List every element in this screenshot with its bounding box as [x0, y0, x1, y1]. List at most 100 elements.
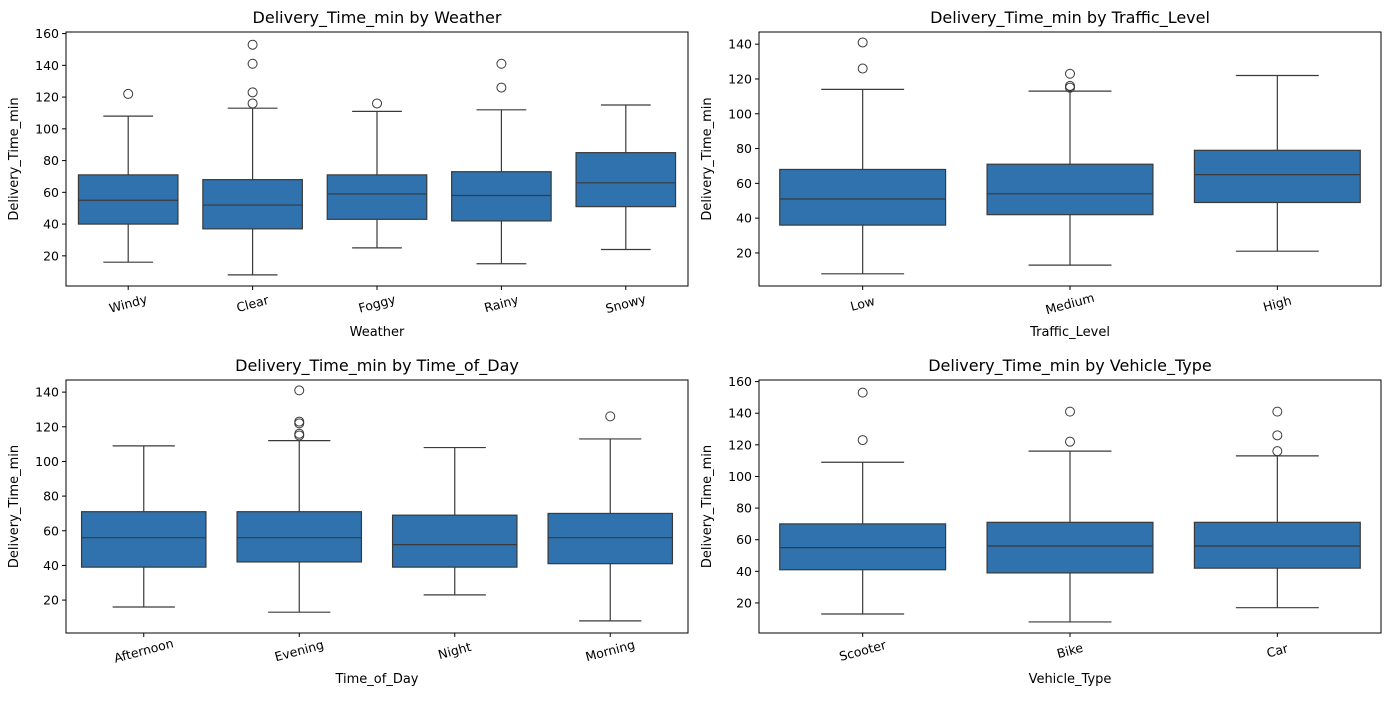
x-tick-label: Scooter — [837, 637, 888, 664]
x-tick-label: Windy — [107, 291, 149, 316]
outlier-point — [294, 385, 305, 396]
y-axis-label: Delivery_Time_min — [7, 445, 22, 568]
x-tick-label: Night — [436, 639, 472, 662]
plot-frame — [758, 379, 1382, 634]
y-tick-label: 80 — [43, 153, 59, 168]
x-tick-label: Afternoon — [112, 635, 175, 665]
y-tick-label: 140 — [728, 406, 752, 421]
box-rainy — [451, 171, 552, 222]
y-tick-label: 60 — [43, 185, 59, 200]
outlier-point — [372, 98, 382, 109]
box-medium — [986, 163, 1154, 216]
x-tick-label: Evening — [273, 637, 325, 664]
x-axis-label: Vehicle_Type — [1029, 672, 1112, 687]
outlier-point — [857, 435, 868, 446]
y-tick-label: 20 — [43, 248, 59, 263]
y-tick-label: 100 — [35, 121, 59, 136]
y-tick-label: 60 — [736, 176, 752, 191]
y-tick-label: 100 — [35, 454, 59, 469]
outlier-point — [1272, 446, 1283, 457]
outlier-point — [247, 58, 258, 69]
box-night — [391, 514, 518, 568]
outlier-point — [294, 428, 305, 439]
outlier-point — [1272, 430, 1283, 441]
outlier-point — [294, 416, 305, 427]
y-tick-label: 40 — [736, 564, 752, 579]
x-axis-label: Traffic_Level — [1029, 325, 1110, 340]
x-tick-label: Medium — [1044, 290, 1096, 317]
y-tick-label: 40 — [736, 211, 752, 226]
y-tick-label: 160 — [728, 374, 752, 389]
box-snowy — [575, 152, 677, 208]
outlier-point — [857, 63, 868, 74]
y-tick-label: 40 — [43, 217, 59, 232]
x-tick-label: High — [1261, 293, 1293, 315]
outlier-point — [123, 88, 134, 99]
box-bike — [986, 521, 1154, 574]
x-tick-label: Low — [849, 293, 877, 314]
outlier-point — [1065, 406, 1075, 417]
y-tick-label: 60 — [736, 532, 752, 547]
x-axis-label: Weather — [350, 325, 405, 340]
box-foggy — [326, 174, 428, 220]
outlier-point — [857, 37, 868, 48]
y-tick-label: 60 — [43, 523, 59, 538]
x-tick-label: Rainy — [482, 292, 520, 316]
y-tick-label: 80 — [43, 489, 59, 504]
x-tick-label: Car — [1265, 640, 1291, 660]
chart-title: Delivery_Time_min by Time_of_Day — [235, 356, 519, 376]
x-axis-label: Time_of_Day — [334, 672, 418, 687]
plot-frame — [758, 31, 1382, 287]
y-tick-label: 120 — [35, 419, 59, 434]
y-tick-label: 100 — [728, 469, 752, 484]
outlier-point — [857, 387, 868, 398]
box-low — [779, 168, 947, 226]
plot-frame — [65, 31, 689, 287]
y-tick-label: 20 — [736, 595, 752, 610]
y-axis-label: Delivery_Time_min — [700, 445, 715, 568]
plot-frame — [65, 379, 689, 634]
box-scooter — [779, 523, 947, 571]
outlier-point — [247, 39, 258, 50]
box-car — [1193, 521, 1361, 569]
box-clear — [202, 179, 303, 230]
y-tick-label: 40 — [43, 558, 59, 573]
y-tick-label: 140 — [35, 385, 59, 400]
outlier-point — [496, 58, 507, 69]
y-tick-label: 80 — [736, 141, 752, 156]
box-afternoon — [80, 511, 207, 568]
x-tick-label: Clear — [235, 292, 271, 315]
y-tick-label: 20 — [43, 593, 59, 608]
outlier-point — [247, 98, 258, 109]
y-tick-label: 20 — [736, 245, 752, 260]
outlier-point — [496, 82, 507, 93]
y-axis-label: Delivery_Time_min — [700, 97, 715, 220]
y-tick-label: 140 — [728, 37, 752, 52]
outlier-point — [605, 411, 616, 422]
outlier-point — [1065, 68, 1075, 79]
box-morning — [547, 512, 674, 565]
y-tick-label: 120 — [728, 71, 752, 86]
y-tick-label: 120 — [728, 437, 752, 452]
box-high — [1193, 149, 1361, 204]
outlier-point — [1272, 406, 1283, 417]
y-axis-label: Delivery_Time_min — [7, 97, 22, 220]
y-tick-label: 80 — [736, 501, 752, 516]
outlier-point — [247, 87, 258, 98]
y-tick-label: 140 — [35, 58, 59, 73]
x-tick-label: Snowy — [604, 291, 648, 316]
chart-title: Delivery_Time_min by Vehicle_Type — [928, 356, 1212, 376]
x-tick-label: Morning — [584, 637, 637, 665]
y-tick-label: 120 — [35, 90, 59, 105]
x-tick-label: Foggy — [357, 291, 398, 315]
y-tick-label: 160 — [35, 26, 59, 41]
chart-title: Delivery_Time_min by Weather — [253, 8, 502, 28]
outlier-point — [1065, 436, 1075, 447]
outlier-point — [1065, 80, 1075, 91]
x-tick-label: Bike — [1055, 640, 1085, 661]
box-windy — [77, 174, 179, 225]
box-evening — [236, 511, 363, 563]
y-tick-label: 100 — [728, 106, 752, 121]
chart-title: Delivery_Time_min by Traffic_Level — [930, 8, 1210, 28]
